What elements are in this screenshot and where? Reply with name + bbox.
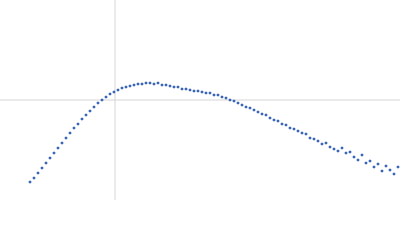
point [64, 136, 68, 140]
point [388, 168, 392, 172]
point [48, 156, 52, 160]
point [104, 95, 108, 99]
point [160, 83, 164, 87]
point [328, 145, 332, 149]
point [384, 164, 388, 168]
point [372, 165, 376, 169]
point [108, 92, 112, 96]
point [348, 150, 352, 154]
point [336, 149, 340, 153]
point [144, 81, 148, 85]
point [380, 169, 384, 173]
point [360, 153, 364, 157]
point [32, 176, 36, 180]
point [192, 89, 196, 93]
point [344, 151, 348, 155]
point [324, 141, 328, 145]
point [220, 95, 224, 99]
point [168, 84, 172, 88]
point [240, 103, 244, 107]
point [36, 171, 40, 175]
point [132, 83, 136, 87]
point [392, 172, 396, 176]
point [72, 126, 76, 130]
point [216, 93, 220, 97]
point [292, 127, 296, 131]
point [120, 86, 124, 90]
point [52, 151, 56, 155]
point [304, 132, 308, 136]
point [228, 98, 232, 102]
point [196, 89, 200, 93]
point [76, 122, 80, 126]
point [84, 113, 88, 117]
point [300, 131, 304, 135]
point [248, 106, 252, 110]
point [172, 85, 176, 89]
point [396, 165, 400, 169]
point [204, 91, 208, 95]
point [308, 136, 312, 140]
point [124, 85, 128, 89]
point [252, 108, 256, 112]
point [268, 116, 272, 120]
point [320, 142, 324, 146]
point [352, 155, 356, 159]
point [244, 105, 248, 109]
point [60, 141, 64, 145]
point [312, 137, 316, 141]
point [232, 99, 236, 103]
point [56, 146, 60, 150]
point [112, 90, 116, 94]
point [156, 81, 160, 85]
point [88, 109, 92, 113]
point [276, 119, 280, 123]
point [152, 82, 156, 86]
point [368, 159, 372, 163]
point [184, 87, 188, 91]
point [148, 81, 152, 85]
point [28, 180, 32, 184]
point [116, 88, 120, 92]
point [40, 166, 44, 170]
point [208, 91, 212, 95]
point [128, 84, 132, 88]
point [280, 122, 284, 126]
point [288, 126, 292, 130]
point [260, 112, 264, 116]
point [44, 161, 48, 165]
point [188, 88, 192, 92]
point [316, 139, 320, 143]
point [284, 123, 288, 127]
point [272, 118, 276, 122]
point [80, 117, 84, 121]
point [340, 146, 344, 150]
point [224, 96, 228, 100]
point [332, 147, 336, 151]
point [200, 90, 204, 94]
point [92, 105, 96, 109]
point [236, 101, 240, 105]
point [140, 82, 144, 86]
point [356, 158, 360, 162]
point [296, 129, 300, 133]
point [256, 110, 260, 114]
point [212, 93, 216, 97]
point [364, 161, 368, 165]
point [180, 87, 184, 91]
chart [0, 0, 400, 200]
point [96, 101, 100, 105]
page: (() => { const data = JSON.parse(documen… [0, 0, 400, 200]
point [164, 83, 168, 87]
point [376, 162, 380, 166]
point [264, 113, 268, 117]
point [176, 85, 180, 89]
point [100, 98, 104, 102]
point [68, 131, 72, 135]
point [136, 82, 140, 86]
